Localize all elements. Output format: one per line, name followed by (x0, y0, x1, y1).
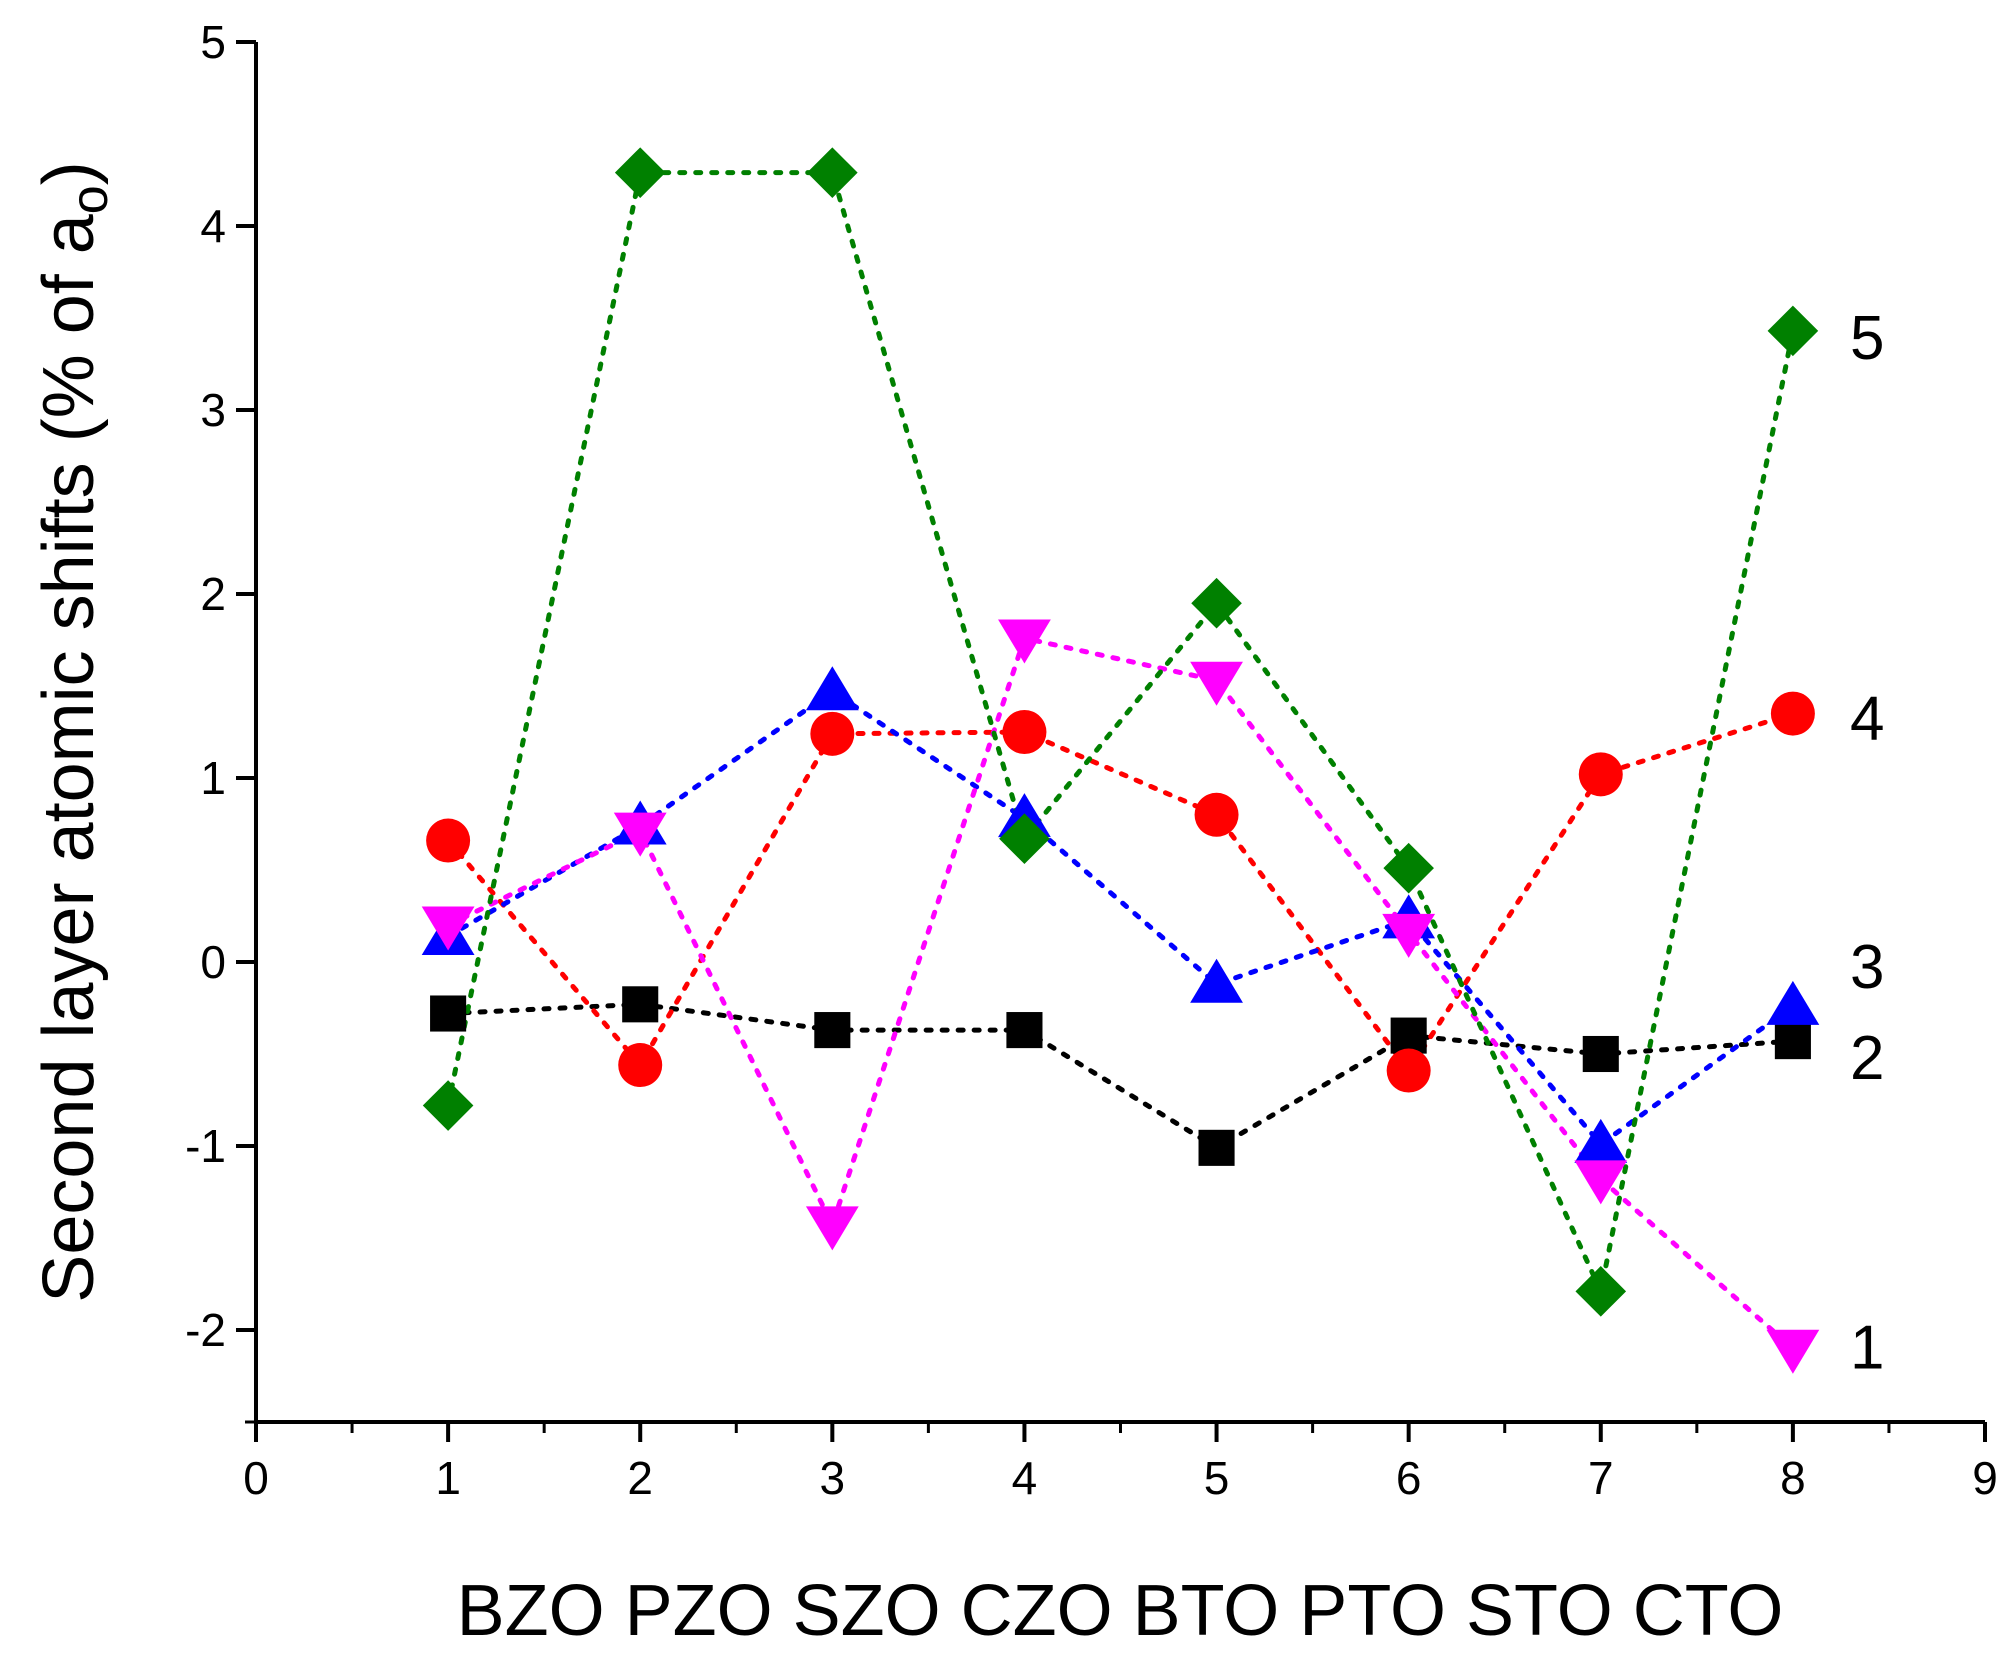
data-point (810, 711, 855, 756)
data-point (814, 1012, 851, 1049)
data-point (1578, 752, 1623, 797)
data-point (614, 147, 666, 198)
series-label-1: 1 (1850, 1313, 1884, 1382)
y-tick-label: -2 (185, 1304, 226, 1356)
series-label-3: 3 (1850, 933, 1884, 1002)
data-point (1574, 1118, 1628, 1163)
series-label-5: 5 (1850, 304, 1884, 373)
y-tick-label: -1 (185, 1120, 226, 1172)
x-tick-label: 6 (1396, 1452, 1422, 1504)
data-point (1383, 842, 1434, 894)
x-tick-label: 5 (1204, 1452, 1230, 1504)
series-labels: 2 4 3 1 5 (1850, 304, 1884, 1383)
y-tick-label: 1 (200, 752, 226, 804)
data-point (430, 995, 467, 1032)
data-point (1191, 577, 1242, 629)
series-line-2 (445, 1001, 1796, 1151)
data-point (1382, 913, 1436, 958)
data-point (805, 1206, 859, 1251)
x-tick-label: 7 (1588, 1452, 1614, 1504)
y-axis-title: Second layer atomic shifts (% of ao) (29, 161, 119, 1302)
y-tick-label: 4 (200, 200, 226, 252)
data-point (1390, 1017, 1427, 1054)
series-line-3 (445, 688, 1796, 1148)
y-axis-title-close: ) (29, 161, 109, 185)
x-tick-label: 8 (1780, 1452, 1806, 1504)
y-tick-label: 2 (200, 568, 226, 620)
y-axis-title-main: Second layer atomic shifts (% of a (29, 213, 109, 1302)
data-point (805, 666, 859, 711)
y-tick-label: 3 (200, 384, 226, 436)
data-point (421, 906, 475, 951)
y-axis-title-subscript: o (61, 185, 119, 214)
series-line-5 (445, 170, 1796, 1300)
data-point (1770, 691, 1815, 736)
data-point (999, 813, 1050, 865)
data-point (613, 812, 667, 857)
data-point (1575, 1266, 1627, 1317)
data-point (422, 1080, 474, 1131)
series-label-2: 2 (1850, 1024, 1884, 1093)
data-point (1006, 1012, 1043, 1049)
data-point (1194, 792, 1239, 837)
data-point (1574, 1160, 1628, 1205)
data-point (1190, 958, 1243, 1003)
x-axis-title: BZO PZO SZO CZO BTO PTO STO CTO (457, 1571, 1784, 1651)
series-line-1 (445, 635, 1796, 1351)
y-tick-label: 0 (200, 936, 226, 988)
data-point (1002, 710, 1047, 754)
data-point (1386, 1048, 1431, 1093)
x-tick-label: 4 (1012, 1452, 1038, 1504)
series-line-4 (445, 711, 1796, 1075)
data-point (998, 619, 1051, 664)
data-point (622, 986, 659, 1023)
series-label-4: 4 (1850, 685, 1884, 754)
x-tick-label: 9 (1972, 1452, 1998, 1504)
data-point (1190, 661, 1243, 706)
x-tick-label: 2 (627, 1452, 653, 1504)
data-point (1766, 980, 1820, 1025)
series-markers (421, 147, 1820, 1374)
series-lines (445, 170, 1796, 1351)
x-tick-label: 3 (820, 1452, 846, 1504)
data-point (618, 1043, 663, 1088)
x-tick-label: 1 (435, 1452, 461, 1504)
data-point (1766, 1329, 1820, 1374)
data-point (807, 147, 858, 198)
y-tick-label: 5 (200, 16, 226, 68)
data-point (1582, 1035, 1619, 1073)
data-point (1774, 1023, 1811, 1060)
x-tick-label: 0 (243, 1452, 269, 1504)
data-point (1767, 305, 1819, 357)
axes: 0 1 2 3 4 5 6 7 8 9 -2 -1 0 1 2 3 4 5 (185, 16, 1998, 1504)
data-point (1198, 1129, 1235, 1166)
data-point (426, 818, 471, 863)
